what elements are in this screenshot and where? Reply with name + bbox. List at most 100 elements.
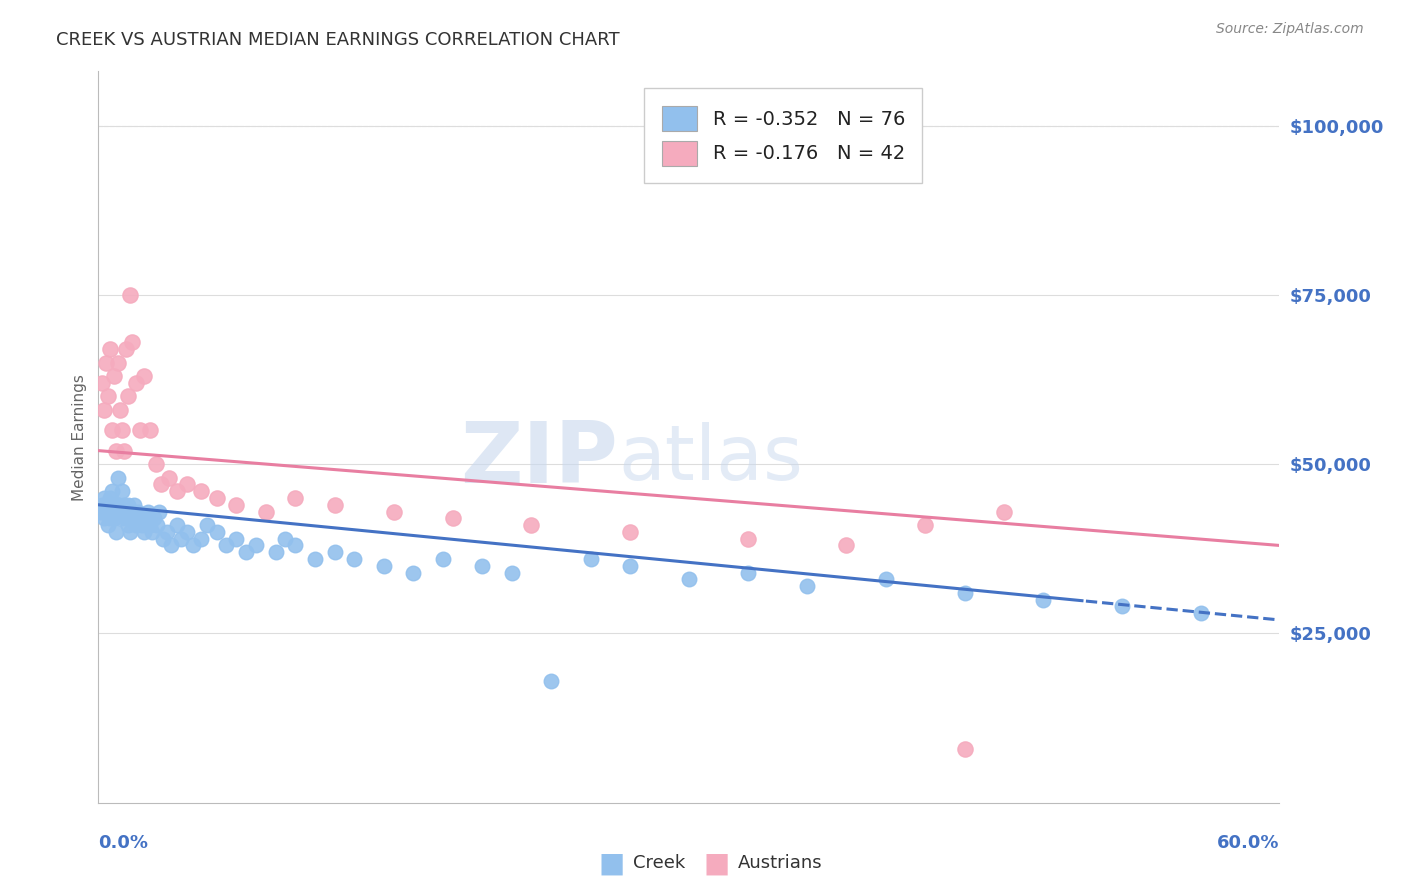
Text: atlas: atlas bbox=[619, 422, 803, 496]
Point bbox=[93, 403, 115, 417]
Point bbox=[121, 335, 143, 350]
Point bbox=[152, 532, 174, 546]
Point bbox=[128, 423, 150, 437]
Point bbox=[135, 511, 157, 525]
Point bbox=[737, 532, 759, 546]
Point bbox=[117, 518, 139, 533]
Point bbox=[91, 498, 114, 512]
Point bbox=[132, 369, 155, 384]
Legend: R = -0.352   N = 76, R = -0.176   N = 42: R = -0.352 N = 76, R = -0.176 N = 42 bbox=[644, 88, 922, 183]
Point bbox=[254, 505, 277, 519]
Point bbox=[343, 552, 366, 566]
Point bbox=[501, 566, 523, 580]
Point bbox=[225, 532, 247, 546]
Point bbox=[103, 498, 125, 512]
Point bbox=[855, 139, 877, 153]
Point bbox=[108, 505, 131, 519]
Point bbox=[122, 498, 145, 512]
Text: ■: ■ bbox=[599, 849, 624, 878]
Point bbox=[382, 505, 405, 519]
Point bbox=[471, 558, 494, 573]
Point bbox=[274, 532, 297, 546]
Point bbox=[205, 491, 228, 505]
Text: Source: ZipAtlas.com: Source: ZipAtlas.com bbox=[1216, 22, 1364, 37]
Point bbox=[170, 532, 193, 546]
Point bbox=[138, 423, 160, 437]
Point bbox=[323, 498, 346, 512]
Text: Creek: Creek bbox=[633, 855, 685, 872]
Point bbox=[108, 403, 131, 417]
Point bbox=[225, 498, 247, 512]
Point bbox=[432, 552, 454, 566]
Point bbox=[131, 518, 153, 533]
Point bbox=[304, 552, 326, 566]
Point bbox=[166, 518, 188, 533]
Point bbox=[98, 342, 121, 356]
Point bbox=[107, 355, 129, 369]
Point bbox=[678, 572, 700, 586]
Point bbox=[166, 484, 188, 499]
Point bbox=[103, 369, 125, 384]
Point bbox=[160, 538, 183, 552]
Point bbox=[190, 532, 212, 546]
Point bbox=[264, 545, 287, 559]
Point bbox=[93, 511, 115, 525]
Point bbox=[402, 566, 425, 580]
Point bbox=[117, 498, 139, 512]
Point bbox=[93, 491, 115, 505]
Point bbox=[235, 545, 257, 559]
Point bbox=[796, 579, 818, 593]
Point bbox=[132, 524, 155, 539]
Point bbox=[128, 511, 150, 525]
Point bbox=[205, 524, 228, 539]
Point bbox=[993, 505, 1015, 519]
Point bbox=[1032, 592, 1054, 607]
Point bbox=[195, 518, 218, 533]
Point bbox=[953, 586, 976, 600]
Point bbox=[157, 471, 180, 485]
Point bbox=[112, 505, 135, 519]
Point bbox=[107, 471, 129, 485]
Point bbox=[127, 505, 149, 519]
Point bbox=[619, 558, 641, 573]
Text: ■: ■ bbox=[704, 849, 730, 878]
Point bbox=[156, 524, 179, 539]
Point bbox=[136, 505, 159, 519]
Point bbox=[141, 524, 163, 539]
Point bbox=[145, 457, 167, 471]
Point bbox=[96, 355, 118, 369]
Point bbox=[97, 498, 120, 512]
Point bbox=[520, 518, 543, 533]
Point bbox=[89, 505, 111, 519]
Point bbox=[96, 505, 118, 519]
Point bbox=[103, 511, 125, 525]
Point bbox=[875, 572, 897, 586]
Point bbox=[441, 511, 464, 525]
Point bbox=[111, 484, 134, 499]
Point bbox=[835, 153, 858, 167]
Text: Austrians: Austrians bbox=[738, 855, 823, 872]
Point bbox=[97, 518, 120, 533]
Point bbox=[323, 545, 346, 559]
Point bbox=[190, 484, 212, 499]
Point bbox=[737, 566, 759, 580]
Point bbox=[176, 477, 198, 491]
Point bbox=[107, 498, 129, 512]
Point bbox=[115, 511, 138, 525]
Point bbox=[835, 538, 858, 552]
Point bbox=[111, 511, 134, 525]
Point bbox=[619, 524, 641, 539]
Point bbox=[146, 518, 169, 533]
Point bbox=[112, 498, 135, 512]
Text: 60.0%: 60.0% bbox=[1218, 834, 1279, 852]
Point bbox=[117, 389, 139, 403]
Point bbox=[150, 477, 173, 491]
Point bbox=[101, 484, 124, 499]
Point bbox=[118, 288, 141, 302]
Point bbox=[98, 511, 121, 525]
Point bbox=[118, 524, 141, 539]
Point bbox=[112, 443, 135, 458]
Point bbox=[181, 538, 204, 552]
Point bbox=[284, 491, 307, 505]
Point bbox=[373, 558, 395, 573]
